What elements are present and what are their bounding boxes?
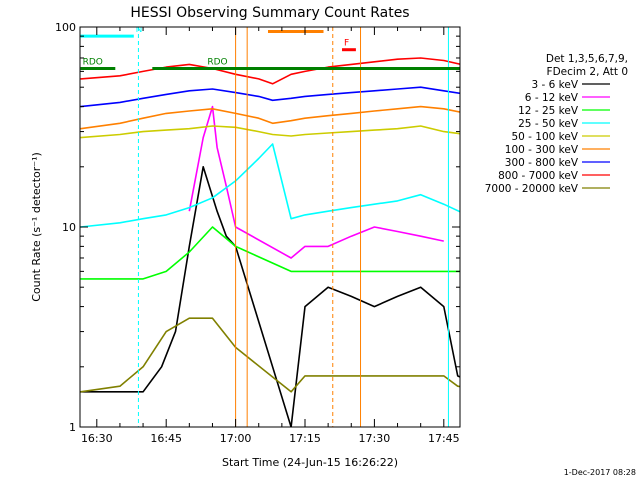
y-tick-label-10: 10	[62, 221, 76, 234]
series-line-6-12-kev	[188, 105, 444, 259]
legend-label-25-50-kev: 25 - 50 keV	[518, 118, 579, 130]
flag-label-rdo-2: RDO	[207, 58, 227, 68]
x-tick-label-16-45: 16:45	[150, 432, 182, 445]
legend-label-800-7000-kev: 800 - 7000 keV	[498, 170, 579, 182]
flag-label-n-0: N	[136, 25, 143, 35]
x-tick-label-17-00: 17:00	[220, 432, 252, 445]
x-tick-label-17-15: 17:15	[289, 432, 321, 445]
y-axis-label: Count Rate (s⁻¹ detector⁻¹)	[30, 152, 43, 302]
series-line-300-800-kev	[80, 86, 460, 108]
legend-header-line-1: FDecim 2, Att 0	[547, 66, 628, 78]
series-line-50-100-kev	[80, 125, 460, 139]
x-tick-label-17-45: 17:45	[428, 432, 460, 445]
legend: Det 1,3,5,6,7,9,FDecim 2, Att 03 - 6 keV…	[485, 53, 628, 195]
legend-label-50-100-kev: 50 - 100 keV	[511, 131, 578, 143]
footer-timestamp: 1-Dec-2017 08:28	[564, 468, 636, 477]
x-axis-label: Start Time (24-Jun-15 16:26:22)	[222, 456, 398, 469]
x-tick-label-16-30: 16:30	[81, 432, 113, 445]
flag-label-f-4: F	[344, 39, 349, 49]
data-layer	[80, 57, 460, 427]
series-line-3-6-kev	[80, 166, 460, 427]
y-tick-label-1: 1	[69, 421, 76, 434]
legend-label-12-25-kev: 12 - 25 keV	[518, 105, 579, 117]
flag-label-rdo-1: RDO	[83, 58, 103, 68]
series-line-25-50-kev	[80, 143, 460, 228]
y-tick-label-100: 100	[55, 21, 76, 34]
marker-layer: N RDO RDO S F	[80, 20, 460, 427]
legend-label-100-300-kev: 100 - 300 keV	[505, 144, 579, 156]
legend-header-line-0: Det 1,3,5,6,7,9,	[546, 53, 628, 65]
series-line-100-300-kev	[80, 105, 460, 130]
series-line-800-7000-kev	[80, 57, 460, 85]
legend-label-7000-20000-kev: 7000 - 20000 keV	[485, 183, 579, 195]
series-line-12-25-kev	[80, 226, 460, 280]
series-line-7000-20000-kev	[80, 317, 460, 393]
x-tick-label-17-30: 17:30	[359, 432, 391, 445]
legend-label-3-6-kev: 3 - 6 keV	[531, 79, 578, 91]
flag-label-s-3: S	[323, 20, 329, 30]
chart-title: HESSI Observing Summary Count Rates	[130, 5, 409, 21]
plot-frame	[79, 26, 461, 428]
legend-label-6-12-kev: 6 - 12 keV	[525, 92, 579, 104]
axis-layer: 16:30 16:45 17:00 17:15 17:30 17:45 1 10 100	[55, 21, 460, 445]
legend-label-300-800-kev: 300 - 800 keV	[505, 157, 579, 169]
